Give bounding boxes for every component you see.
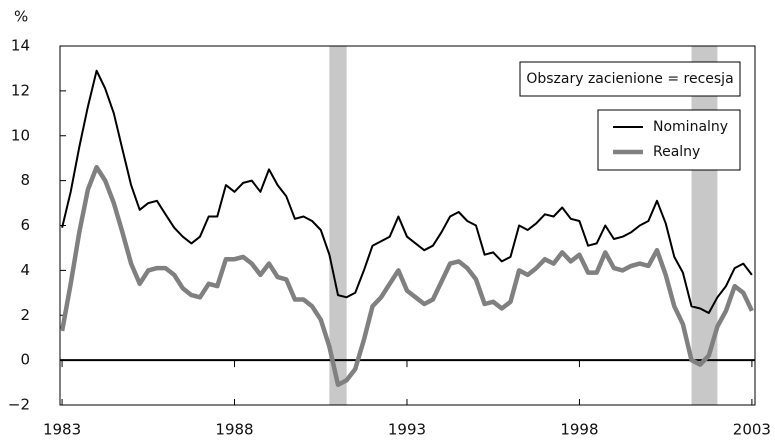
x-tick-label: 1988 bbox=[215, 421, 253, 439]
legend-label: Realny bbox=[653, 144, 700, 160]
annotation-box bbox=[519, 61, 741, 97]
x-tick-label: 2003 bbox=[733, 421, 771, 439]
y-tick-label: 0 bbox=[20, 351, 30, 369]
recession-band bbox=[329, 46, 347, 405]
y-tick-label: 14 bbox=[11, 37, 30, 55]
y-tick-label: 6 bbox=[20, 216, 30, 234]
y-unit-label: % bbox=[14, 8, 28, 26]
x-tick-label: 1998 bbox=[560, 421, 598, 439]
y-tick-label: −2 bbox=[8, 396, 30, 414]
y-tick-label: 4 bbox=[20, 261, 30, 279]
y-tick-label: 8 bbox=[20, 171, 30, 189]
y-tick-label: 12 bbox=[11, 81, 30, 99]
series-line bbox=[61, 69, 753, 314]
legend-label: Nominalny bbox=[653, 119, 728, 135]
x-tick-label: 1993 bbox=[388, 421, 426, 439]
annotation: Obszary zacienione = recesja bbox=[526, 71, 733, 87]
plot-frame bbox=[59, 45, 756, 406]
series-line bbox=[59, 164, 754, 388]
x-tick-label: 1983 bbox=[43, 421, 81, 439]
legend-box bbox=[597, 109, 741, 171]
y-tick-label: 2 bbox=[20, 306, 30, 324]
recession-band bbox=[691, 46, 718, 405]
y-tick-label: 10 bbox=[11, 126, 30, 144]
